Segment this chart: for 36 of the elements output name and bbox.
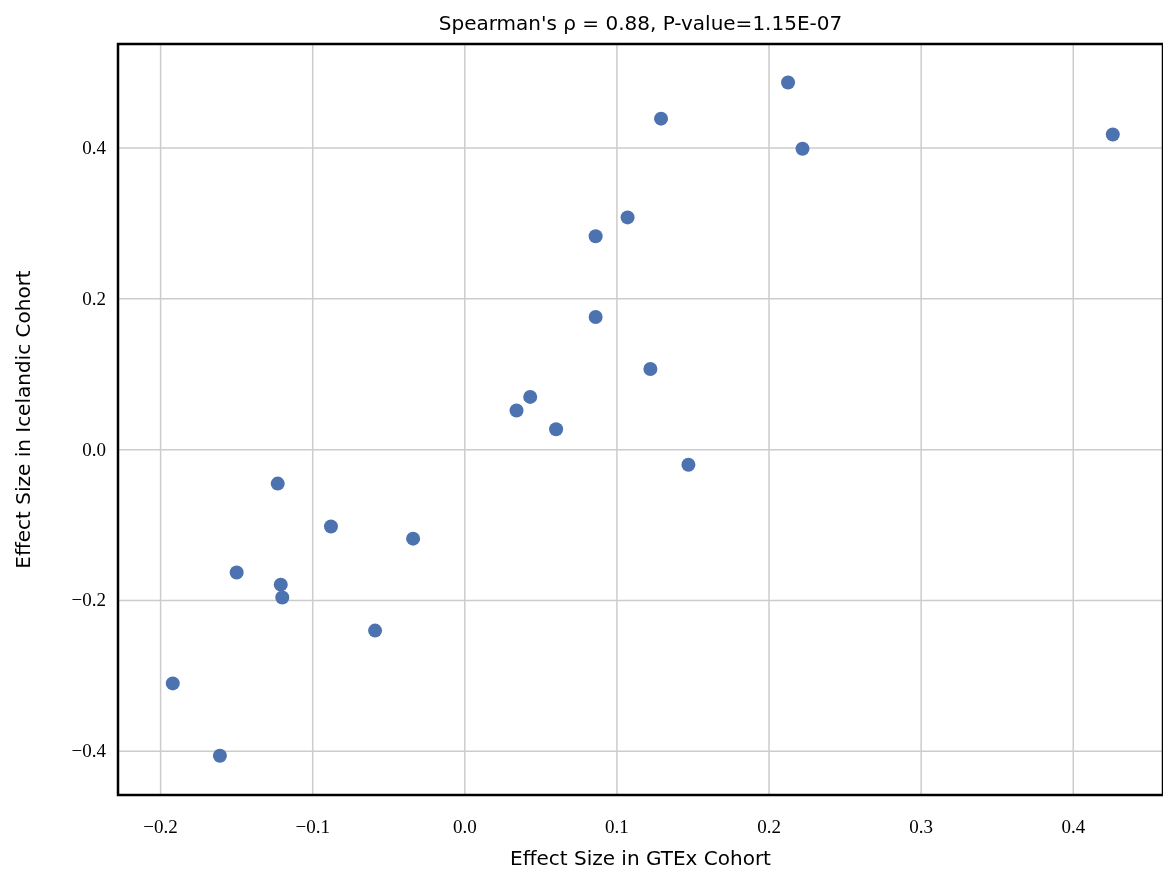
y-tick-label: −0.2 <box>71 589 106 611</box>
point <box>549 422 564 437</box>
x-tick-label: 0.1 <box>605 816 629 837</box>
point <box>643 361 658 376</box>
y-tick-label: 0.0 <box>82 438 106 460</box>
x-tick-label: 0.2 <box>757 816 781 837</box>
point <box>620 210 635 225</box>
point <box>406 531 421 546</box>
point <box>323 519 338 534</box>
chart-title: Spearman's ρ = 0.88, P-value=1.15E-07 <box>438 11 843 35</box>
x-axis-title: Effect Size in GTEx Cohort <box>510 846 772 870</box>
point <box>1105 127 1120 142</box>
y-tick-label: 0.4 <box>82 137 107 159</box>
point <box>588 229 603 244</box>
point <box>165 676 180 691</box>
x-tick-label: 0.4 <box>1061 816 1086 837</box>
point <box>275 590 290 605</box>
y-axis-title: Effect Size in Icelandic Cohort <box>11 270 35 569</box>
point <box>509 403 524 418</box>
point <box>270 476 285 491</box>
x-tick-label: 0.3 <box>909 816 934 837</box>
point <box>368 623 383 638</box>
point <box>523 389 538 404</box>
x-tick-label: −0.2 <box>143 816 178 837</box>
point <box>781 75 796 90</box>
point <box>654 111 669 126</box>
point <box>795 141 810 156</box>
point <box>212 748 227 763</box>
x-tick-label: −0.1 <box>295 816 330 837</box>
x-tick-label: 0.0 <box>452 816 477 837</box>
point <box>588 309 603 324</box>
point <box>273 577 288 592</box>
point <box>229 565 244 580</box>
y-tick-label: −0.4 <box>71 740 107 762</box>
point <box>681 457 696 472</box>
y-tick-label: 0.2 <box>82 287 106 309</box>
